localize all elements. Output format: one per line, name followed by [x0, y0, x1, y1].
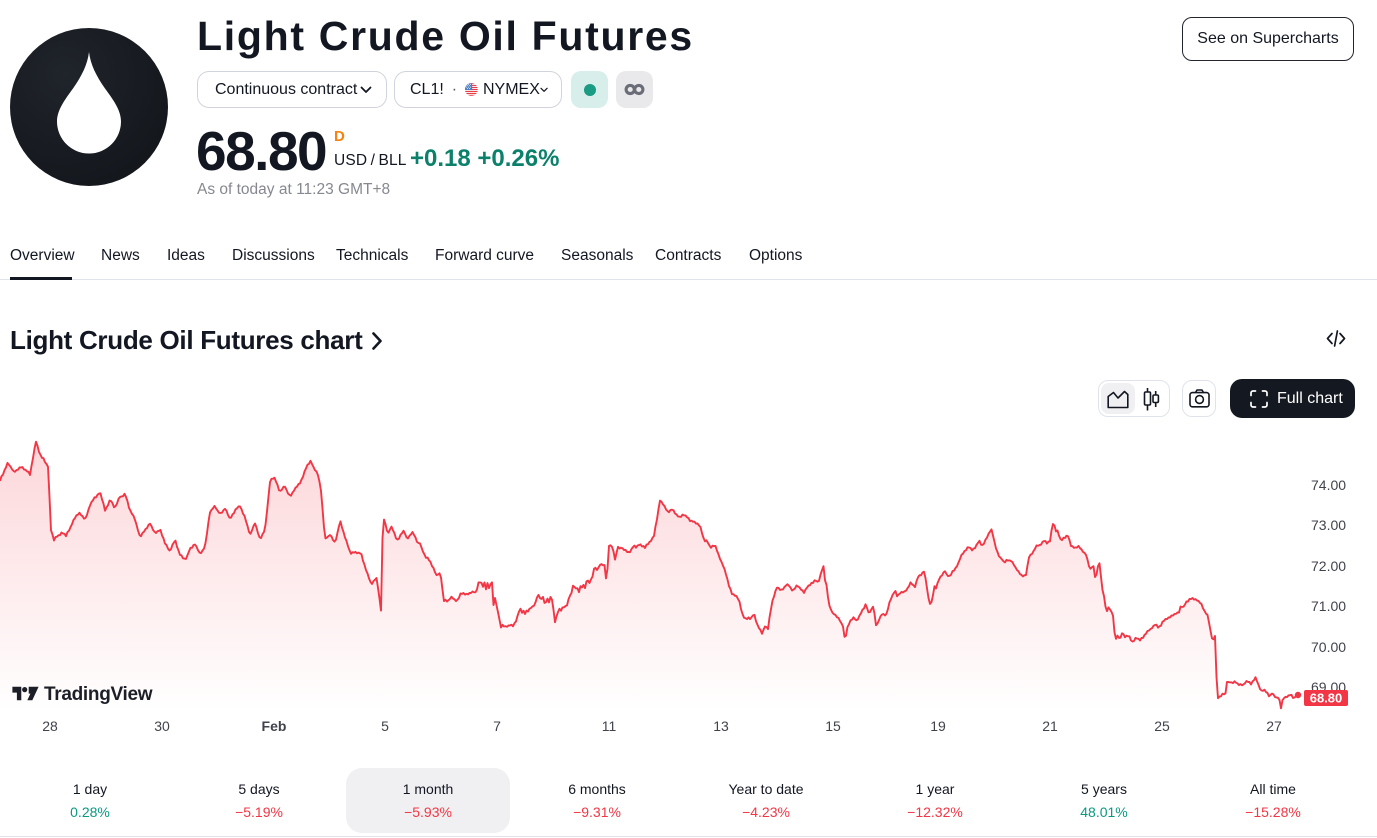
svg-text:13: 13	[713, 718, 729, 734]
svg-text:11: 11	[602, 718, 617, 734]
svg-text:70.00: 70.00	[1311, 639, 1346, 655]
svg-text:68.80: 68.80	[1310, 691, 1343, 706]
svg-text:74.00: 74.00	[1311, 477, 1346, 493]
svg-text:15: 15	[825, 718, 841, 734]
svg-text:7: 7	[493, 718, 501, 734]
svg-text:71.00: 71.00	[1311, 598, 1346, 614]
svg-text:21: 21	[1042, 718, 1058, 734]
svg-text:27: 27	[1266, 718, 1282, 734]
svg-text:30: 30	[154, 718, 170, 734]
svg-text:72.00: 72.00	[1311, 558, 1346, 574]
svg-text:19: 19	[930, 718, 946, 734]
svg-text:5: 5	[381, 718, 389, 734]
svg-text:Feb: Feb	[262, 718, 287, 734]
svg-text:TradingView: TradingView	[44, 684, 153, 705]
svg-text:28: 28	[42, 718, 58, 734]
svg-text:25: 25	[1154, 718, 1170, 734]
svg-text:73.00: 73.00	[1311, 517, 1346, 533]
